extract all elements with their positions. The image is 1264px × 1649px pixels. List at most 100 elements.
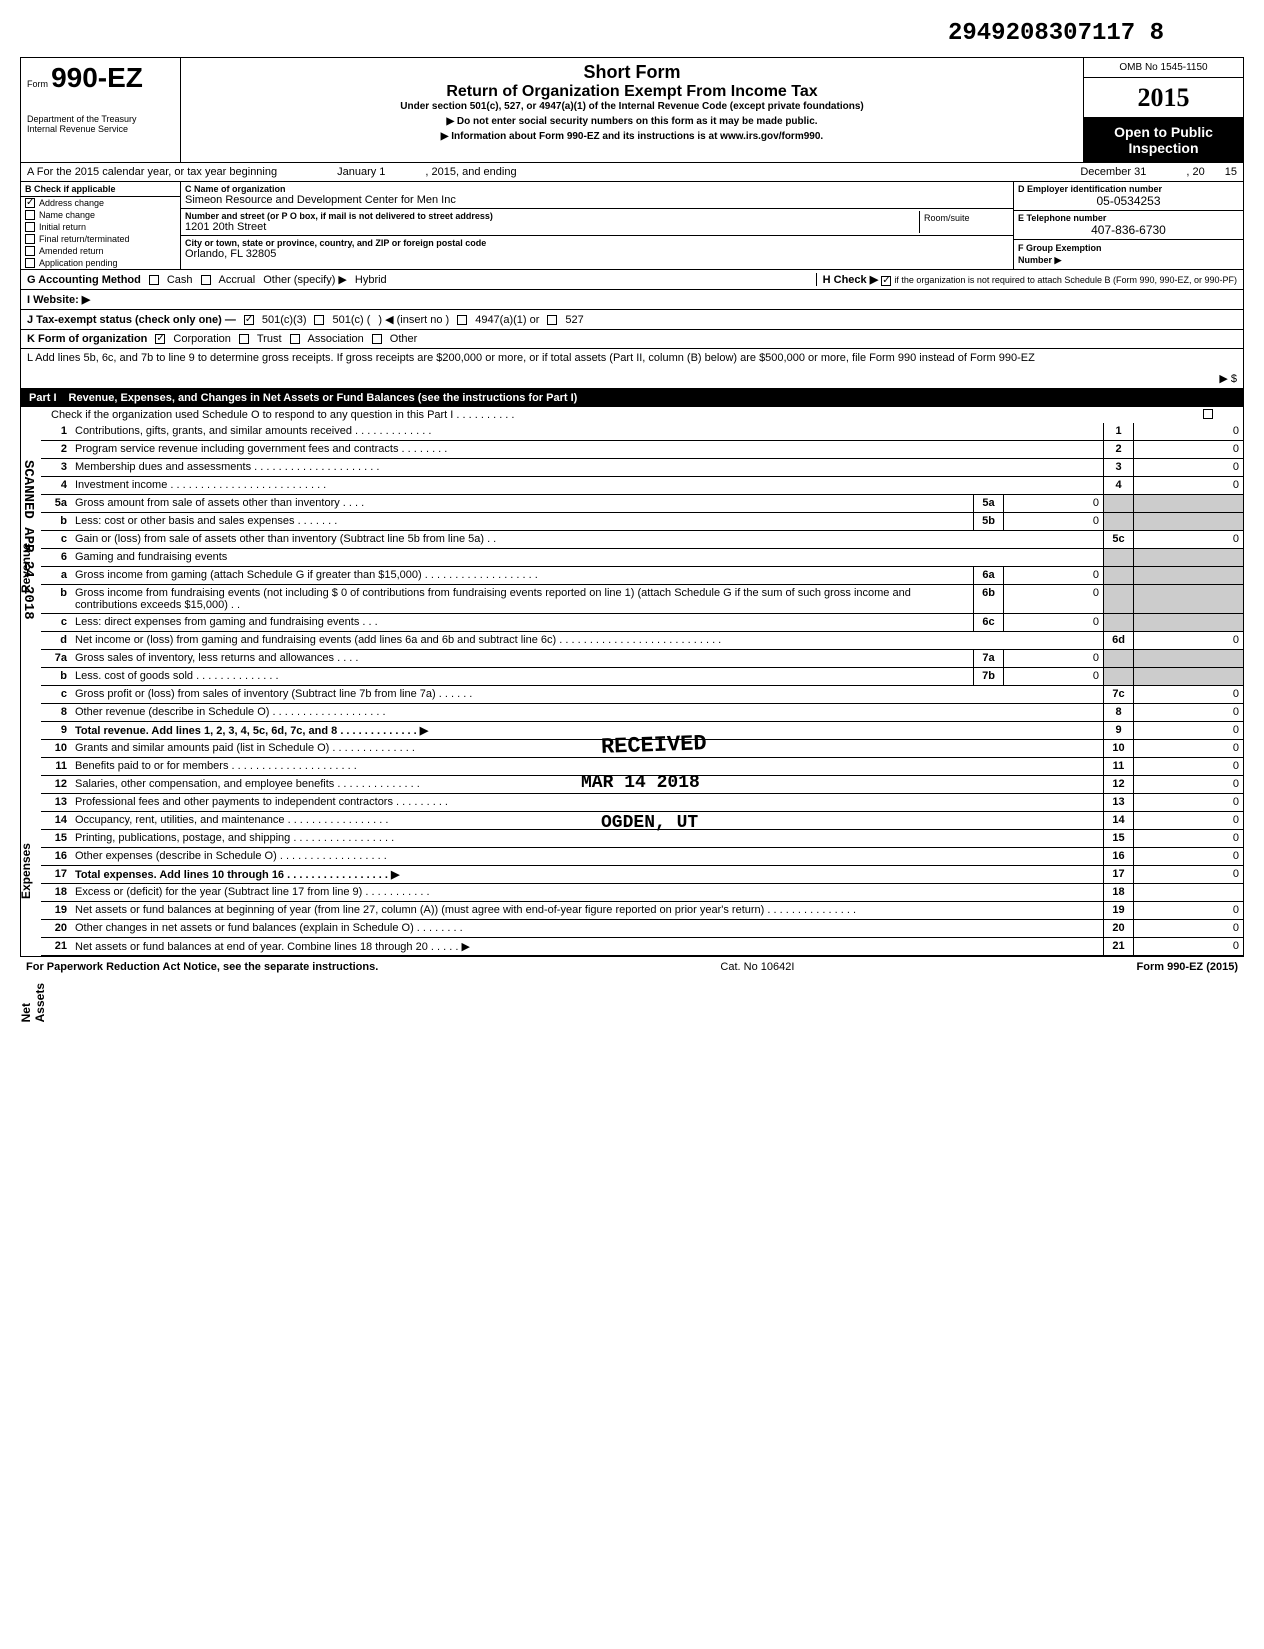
- check-label: Final return/terminated: [39, 234, 130, 244]
- checkbox-icon[interactable]: [372, 334, 382, 344]
- ein-label: D Employer identification number: [1018, 184, 1239, 194]
- line-num: 2: [41, 441, 71, 458]
- checkbox-icon[interactable]: [201, 275, 211, 285]
- line-rn-shaded: [1103, 668, 1133, 685]
- line-15: 15Printing, publications, postage, and s…: [41, 830, 1243, 848]
- checkbox-icon: [25, 246, 35, 256]
- checkbox-icon[interactable]: [314, 315, 324, 325]
- 501c3-label: 501(c)(3): [262, 314, 307, 326]
- checkbox-icon[interactable]: [547, 315, 557, 325]
- line-mn: 7b: [973, 668, 1003, 685]
- line-desc: Benefits paid to or for members . . . . …: [71, 758, 1103, 775]
- form-id-box: Form 990-EZ Department of the Treasury I…: [21, 58, 181, 162]
- check-amended[interactable]: Amended return: [21, 245, 180, 257]
- line-9-bold: Total revenue. Add lines 1, 2, 3, 4, 5c,…: [75, 725, 428, 737]
- line-rn: 13: [1103, 794, 1133, 811]
- checkbox-icon[interactable]: [290, 334, 300, 344]
- line-desc: Occupancy, rent, utilities, and maintena…: [71, 812, 1103, 829]
- line-rv: 0: [1133, 812, 1243, 829]
- line-desc: Other changes in net assets or fund bala…: [71, 920, 1103, 937]
- netassets-section-label: Net Assets: [19, 983, 47, 1022]
- open-public: Open to Public: [1090, 124, 1237, 140]
- line-desc: Net income or (loss) from gaming and fun…: [71, 632, 1103, 649]
- check-initial-return[interactable]: Initial return: [21, 221, 180, 233]
- row-a-yr-prefix: , 20: [1186, 166, 1204, 178]
- year-value: 2015: [1138, 83, 1190, 112]
- line-num: a: [41, 567, 71, 584]
- line-5c: cGain or (loss) from sale of assets othe…: [41, 531, 1243, 549]
- line-7c: cGross profit or (loss) from sales of in…: [41, 686, 1243, 704]
- row-h-label: H Check ▶: [823, 274, 879, 286]
- line-num: 20: [41, 920, 71, 937]
- line-desc: Contributions, gifts, grants, and simila…: [71, 423, 1103, 440]
- check-label: Amended return: [39, 246, 104, 256]
- line-rv: 0: [1133, 722, 1243, 739]
- check-name-change[interactable]: Name change: [21, 209, 180, 221]
- street-row: Number and street (or P O box, if mail i…: [181, 209, 1013, 236]
- inspection: Inspection: [1090, 140, 1237, 156]
- footer-right: Form 990-EZ (2015): [1137, 961, 1238, 973]
- line-rn: 6d: [1103, 632, 1133, 649]
- line-rv: 0: [1133, 632, 1243, 649]
- row-a-begin: January 1: [337, 166, 385, 178]
- line-rn-shaded: [1103, 614, 1133, 631]
- header-row: Form 990-EZ Department of the Treasury I…: [21, 58, 1243, 163]
- line-rn: 20: [1103, 920, 1133, 937]
- part-1-header: Part I Revenue, Expenses, and Changes in…: [21, 389, 1243, 407]
- assoc-label: Association: [308, 333, 364, 345]
- accrual-label: Accrual: [219, 274, 256, 286]
- line-mv: 0: [1003, 495, 1103, 512]
- row-a-mid: , 2015, and ending: [425, 166, 516, 178]
- footer: For Paperwork Reduction Act Notice, see …: [20, 957, 1244, 977]
- check-o-text: Check if the organization used Schedule …: [51, 409, 514, 421]
- line-12: 12Salaries, other compensation, and empl…: [41, 776, 1243, 794]
- line-num: 17: [41, 866, 71, 883]
- checkbox-icon[interactable]: [1203, 409, 1213, 419]
- insert-label: ) ◀ (insert no ): [378, 313, 449, 326]
- check-address-change[interactable]: Address change: [21, 197, 180, 209]
- line-rn: 19: [1103, 902, 1133, 919]
- group-exemption-number: Number ▶: [1018, 255, 1061, 265]
- line-mv: 0: [1003, 513, 1103, 530]
- row-j-label: J Tax-exempt status (check only one) —: [27, 314, 236, 326]
- section-d: D Employer identification number 05-0534…: [1014, 182, 1243, 211]
- section-c: C Name of organization Simeon Resource a…: [181, 182, 1013, 269]
- check-label: Initial return: [39, 222, 86, 232]
- line-rn-shaded: [1103, 650, 1133, 667]
- line-mn: 6c: [973, 614, 1003, 631]
- line-rn-shaded: [1103, 513, 1133, 530]
- line-8: 8Other revenue (describe in Schedule O) …: [41, 704, 1243, 722]
- checkbox-icon[interactable]: [881, 276, 891, 286]
- row-a-label: A For the 2015 calendar year, or tax yea…: [27, 166, 277, 178]
- line-rn: 9: [1103, 722, 1133, 739]
- section-f: F Group Exemption Number ▶: [1014, 240, 1243, 268]
- line-6b-d1: Gross income from fundraising events (no…: [75, 587, 338, 599]
- part-1-label: Part I: [29, 392, 57, 404]
- line-rv: 0: [1133, 794, 1243, 811]
- checkbox-icon: [25, 198, 35, 208]
- cash-label: Cash: [167, 274, 193, 286]
- line-rn: 10: [1103, 740, 1133, 757]
- check-app-pending[interactable]: Application pending: [21, 257, 180, 269]
- line-num: 12: [41, 776, 71, 793]
- dept-irs: Internal Revenue Service: [27, 124, 174, 134]
- line-num: 5a: [41, 495, 71, 512]
- line-desc: Membership dues and assessments . . . . …: [71, 459, 1103, 476]
- omb-number: OMB No 1545-1150: [1083, 58, 1243, 78]
- line-num: 11: [41, 758, 71, 775]
- section-b-header: B Check if applicable: [21, 182, 180, 197]
- checkbox-icon[interactable]: [457, 315, 467, 325]
- checkbox-icon[interactable]: [149, 275, 159, 285]
- checkbox-icon[interactable]: [244, 315, 254, 325]
- 527-label: 527: [565, 314, 583, 326]
- checkbox-icon[interactable]: [155, 334, 165, 344]
- checkbox-icon: [25, 234, 35, 244]
- line-desc: Gross amount from sale of assets other t…: [71, 495, 973, 512]
- checkbox-icon[interactable]: [239, 334, 249, 344]
- website-label: I Website: ▶: [27, 293, 90, 306]
- line-rn: 16: [1103, 848, 1133, 865]
- line-desc: Gross income from gaming (attach Schedul…: [71, 567, 973, 584]
- check-final-return[interactable]: Final return/terminated: [21, 233, 180, 245]
- line-5a: 5aGross amount from sale of assets other…: [41, 495, 1243, 513]
- right-info-col: D Employer identification number 05-0534…: [1013, 182, 1243, 269]
